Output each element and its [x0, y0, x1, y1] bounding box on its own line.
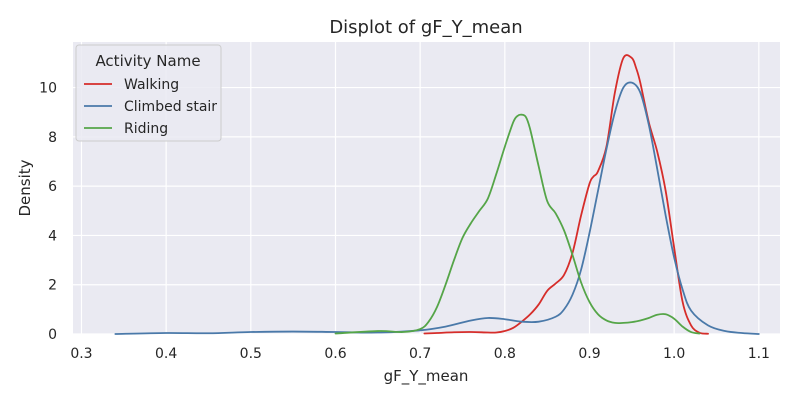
series-lines: [114, 54, 760, 335]
legend-title: Activity Name: [95, 52, 200, 70]
x-tick-label: 0.7: [409, 346, 431, 362]
legend-items: Walking Climbed stair Riding: [84, 77, 217, 137]
x-tick-label: 0.8: [494, 346, 516, 362]
x-axis-label: gF_Y_mean: [384, 367, 469, 386]
x-tick-label: 1.0: [663, 346, 685, 362]
legend: Activity Name Walking Climbed stair Riding: [75, 44, 222, 142]
series-line-walking: [423, 54, 709, 335]
y-axis-label: Density: [16, 159, 34, 216]
legend-entry-label: Climbed stair: [124, 99, 217, 115]
y-tick-label: 10: [39, 81, 57, 97]
chart-title: Displot of gF_Y_mean: [329, 17, 522, 38]
y-tick-labels: 0 2 4 6 8 10: [39, 81, 57, 343]
x-tick-label: 0.3: [70, 346, 92, 362]
legend-entry-label: Riding: [124, 121, 168, 137]
series-line-riding: [334, 113, 701, 335]
y-tick-label: 0: [48, 327, 57, 343]
x-tick-label: 0.6: [324, 346, 346, 362]
legend-box: [75, 44, 222, 142]
y-tick-label: 2: [48, 278, 57, 294]
series-line-climbed-stair: [114, 81, 760, 335]
x-tick-label: 0.9: [578, 346, 600, 362]
y-tick-label: 8: [48, 130, 57, 146]
x-tick-label: 0.4: [155, 346, 177, 362]
y-tick-label: 6: [48, 179, 57, 195]
x-tick-label: 1.1: [748, 346, 770, 362]
x-tick-labels: 0.3 0.4 0.5 0.6 0.7 0.8 0.9 1.0 1.1: [70, 346, 770, 362]
legend-entry-label: Walking: [124, 77, 179, 93]
x-tick-label: 0.5: [240, 346, 262, 362]
y-tick-label: 4: [48, 228, 57, 244]
